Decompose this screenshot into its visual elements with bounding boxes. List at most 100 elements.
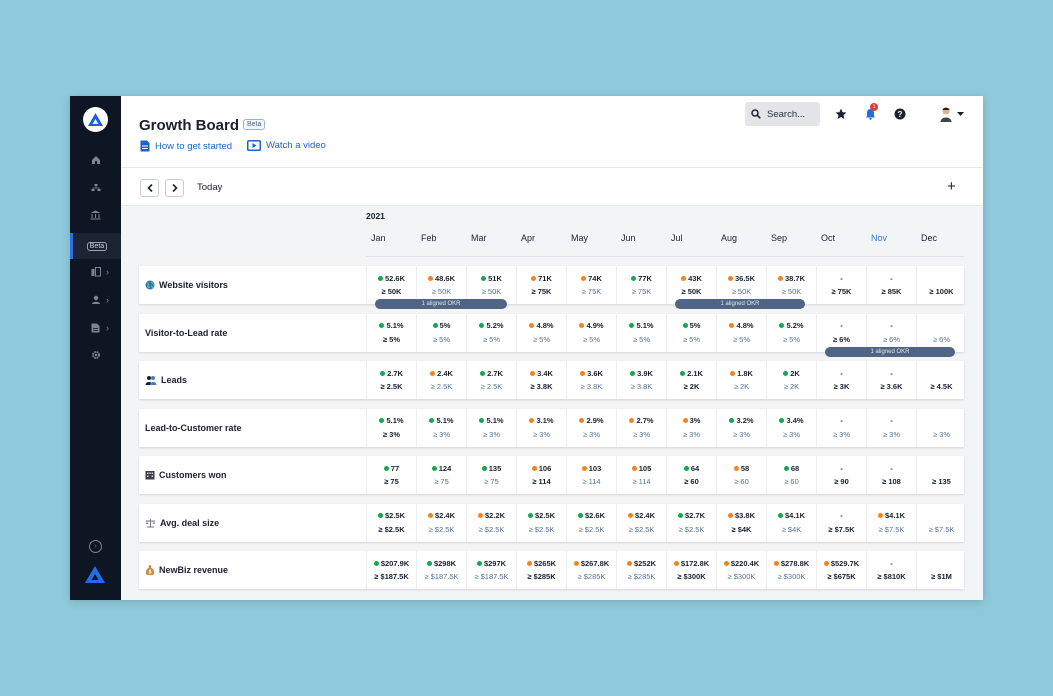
metric-cell[interactable]: 2.7K ≥ 2.5K [466, 361, 516, 399]
metric-cell[interactable]: - ≥ 6% [816, 313, 866, 352]
add-button[interactable]: + [947, 178, 956, 195]
metric-cell[interactable]: - ≥ $7.5K [816, 503, 866, 542]
metric-cell[interactable]: 124 ≥ 75 [416, 456, 466, 494]
metric-cell[interactable]: 77K ≥ 75K [616, 266, 666, 304]
previous-button[interactable] [140, 179, 159, 197]
metric-cell[interactable]: ≥ $1M [916, 551, 966, 589]
next-button[interactable] [165, 179, 184, 197]
get-started-link[interactable]: How to get started [140, 140, 232, 152]
metric-cell[interactable]: $172.8K ≥ $300K [666, 551, 716, 589]
aligned-okr-pill[interactable]: 1 aligned OKR [825, 347, 955, 357]
star-icon[interactable] [833, 106, 849, 122]
metric-cell[interactable]: 51K ≥ 50K [466, 266, 516, 304]
app-logo[interactable] [83, 107, 108, 132]
metric-cell[interactable]: 3.1% ≥ 3% [516, 408, 566, 447]
metric-cell[interactable]: $2.7K ≥ $2.5K [666, 503, 716, 542]
metric-cell[interactable]: 38.7K ≥ 50K [766, 266, 816, 304]
metric-cell[interactable]: 4.8% ≥ 5% [516, 313, 566, 352]
metric-row[interactable]: Visitor-to-Lead rate 5.1% ≥ 5% 5% ≥ 5% 5.2% ≥ … [139, 313, 966, 352]
metric-cell[interactable]: 5% ≥ 5% [416, 313, 466, 352]
metric-cell[interactable]: 106 ≥ 114 [516, 456, 566, 494]
metric-row[interactable]: Avg. deal size $2.5K ≥ $2.5K $2.4K ≥ $2.5K $2… [139, 503, 966, 542]
metric-cell[interactable]: 77 ≥ 75 [366, 456, 416, 494]
metric-cell[interactable]: $278.8K ≥ $300K [766, 551, 816, 589]
metric-cell[interactable]: 3% ≥ 3% [666, 408, 716, 447]
aligned-okr-pill[interactable]: 1 aligned OKR [675, 299, 805, 309]
dashboard-icon[interactable]: › [70, 262, 121, 282]
metric-cell[interactable]: ≥ $7.5K [916, 503, 966, 542]
metric-cell[interactable]: 4.8% ≥ 5% [716, 313, 766, 352]
metric-cell[interactable]: 74K ≥ 75K [566, 266, 616, 304]
metric-cell[interactable]: $252K ≥ $285K [616, 551, 666, 589]
metric-cell[interactable]: - ≥ 108 [866, 456, 916, 494]
user-avatar-menu[interactable] [936, 106, 966, 122]
metric-cell[interactable]: $3.8K ≥ $4K [716, 503, 766, 542]
metric-cell[interactable]: $2.6K ≥ $2.5K [566, 503, 616, 542]
metric-cell[interactable]: 2.1K ≥ 2K [666, 361, 716, 399]
metric-cell[interactable]: ≥ 6% [916, 313, 966, 352]
metric-cell[interactable]: 5.1% ≥ 3% [466, 408, 516, 447]
metric-cell[interactable]: - ≥ $810K [866, 551, 916, 589]
metric-cell[interactable]: $2.4K ≥ $2.5K [416, 503, 466, 542]
metric-cell[interactable]: $529.7K ≥ $675K [816, 551, 866, 589]
bank-icon[interactable] [70, 205, 121, 225]
metric-cell[interactable]: - ≥ 3.6K [866, 361, 916, 399]
metric-cell[interactable]: $4.1K ≥ $4K [766, 503, 816, 542]
metric-cell[interactable]: $267.8K ≥ $285K [566, 551, 616, 589]
metric-cell[interactable]: $207.9K ≥ $187.5K [366, 551, 416, 589]
metric-cell[interactable]: 135 ≥ 75 [466, 456, 516, 494]
metric-cell[interactable]: 68 ≥ 60 [766, 456, 816, 494]
metric-cell[interactable]: $2.2K ≥ $2.5K [466, 503, 516, 542]
metric-cell[interactable]: - ≥ 85K [866, 266, 916, 304]
metric-cell[interactable]: $2.4K ≥ $2.5K [616, 503, 666, 542]
metric-cell[interactable]: $220.4K ≥ $300K [716, 551, 766, 589]
metric-cell[interactable]: 5.1% ≥ 5% [366, 313, 416, 352]
metric-cell[interactable]: 3.4K ≥ 3.8K [516, 361, 566, 399]
aligned-okr-pill[interactable]: 1 aligned OKR [375, 299, 507, 309]
metric-cell[interactable]: ≥ 4.5K [916, 361, 966, 399]
metric-cell[interactable]: 2.7% ≥ 3% [616, 408, 666, 447]
metric-cell[interactable]: $265K ≥ $285K [516, 551, 566, 589]
metric-cell[interactable]: - ≥ 90 [816, 456, 866, 494]
metric-cell[interactable]: 71K ≥ 75K [516, 266, 566, 304]
metric-cell[interactable]: 1.8K ≥ 2K [716, 361, 766, 399]
metric-row[interactable]: $ NewBiz revenue $207.9K ≥ $187.5K $298K ≥ $1… [139, 551, 964, 589]
metric-cell[interactable]: 36.5K ≥ 50K [716, 266, 766, 304]
today-button[interactable]: Today [197, 182, 223, 193]
metric-cell[interactable]: $4.1K ≥ $7.5K [866, 503, 916, 542]
metric-cell[interactable]: - ≥ 3K [816, 361, 866, 399]
sidebar-item-growth-board[interactable]: Beta [70, 233, 121, 259]
user-icon[interactable]: › [70, 290, 121, 310]
metric-cell[interactable]: ≥ 135 [916, 456, 966, 494]
metric-row[interactable]: Website visitors 52.6K ≥ 50K 48.6K ≥ 50K 51K ≥… [139, 266, 964, 304]
metric-cell[interactable]: ≥ 3% [916, 408, 966, 447]
metric-cell[interactable]: 2.9% ≥ 3% [566, 408, 616, 447]
metric-cell[interactable]: 5.1% ≥ 5% [616, 313, 666, 352]
metric-cell[interactable]: - ≥ 3% [816, 408, 866, 447]
metric-cell[interactable]: 2K ≥ 2K [766, 361, 816, 399]
metric-cell[interactable]: 5.2% ≥ 5% [766, 313, 816, 352]
help-icon[interactable]: ? [892, 106, 908, 122]
metric-cell[interactable]: 105 ≥ 114 [616, 456, 666, 494]
metric-cell[interactable]: 43K ≥ 50K [666, 266, 716, 304]
metric-cell[interactable]: 52.6K ≥ 50K [366, 266, 416, 304]
metric-row[interactable]: Lead-to-Customer rate 5.1% ≥ 3% 5.1% ≥ 3% 5.1… [139, 408, 966, 447]
metric-cell[interactable]: $298K ≥ $187.5K [416, 551, 466, 589]
metric-cell[interactable]: 3.9K ≥ 3.8K [616, 361, 666, 399]
metric-cell[interactable]: 5% ≥ 5% [666, 313, 716, 352]
metric-cell[interactable]: 48.6K ≥ 50K [416, 266, 466, 304]
metric-cell[interactable]: 2.4K ≥ 2.5K [416, 361, 466, 399]
watch-video-link[interactable]: Watch a video [247, 140, 326, 151]
metric-cell[interactable]: 5.2% ≥ 5% [466, 313, 516, 352]
metric-cell[interactable]: 3.2% ≥ 3% [716, 408, 766, 447]
gear-icon[interactable] [70, 345, 121, 365]
metric-cell[interactable]: 103 ≥ 114 [566, 456, 616, 494]
metric-cell[interactable]: $2.5K ≥ $2.5K [516, 503, 566, 542]
metric-cell[interactable]: 4.9% ≥ 5% [566, 313, 616, 352]
metric-cell[interactable]: 5.1% ≥ 3% [416, 408, 466, 447]
metric-cell[interactable]: ≥ 100K [916, 266, 966, 304]
hierarchy-icon[interactable] [70, 178, 121, 198]
metric-row[interactable]: Leads 2.7K ≥ 2.5K 2.4K ≥ 2.5K 2.7K ≥ 2.5K 3.4K ≥… [139, 361, 964, 399]
expand-sidebar-icon[interactable]: › [89, 540, 102, 553]
document-icon[interactable]: › [70, 318, 121, 338]
